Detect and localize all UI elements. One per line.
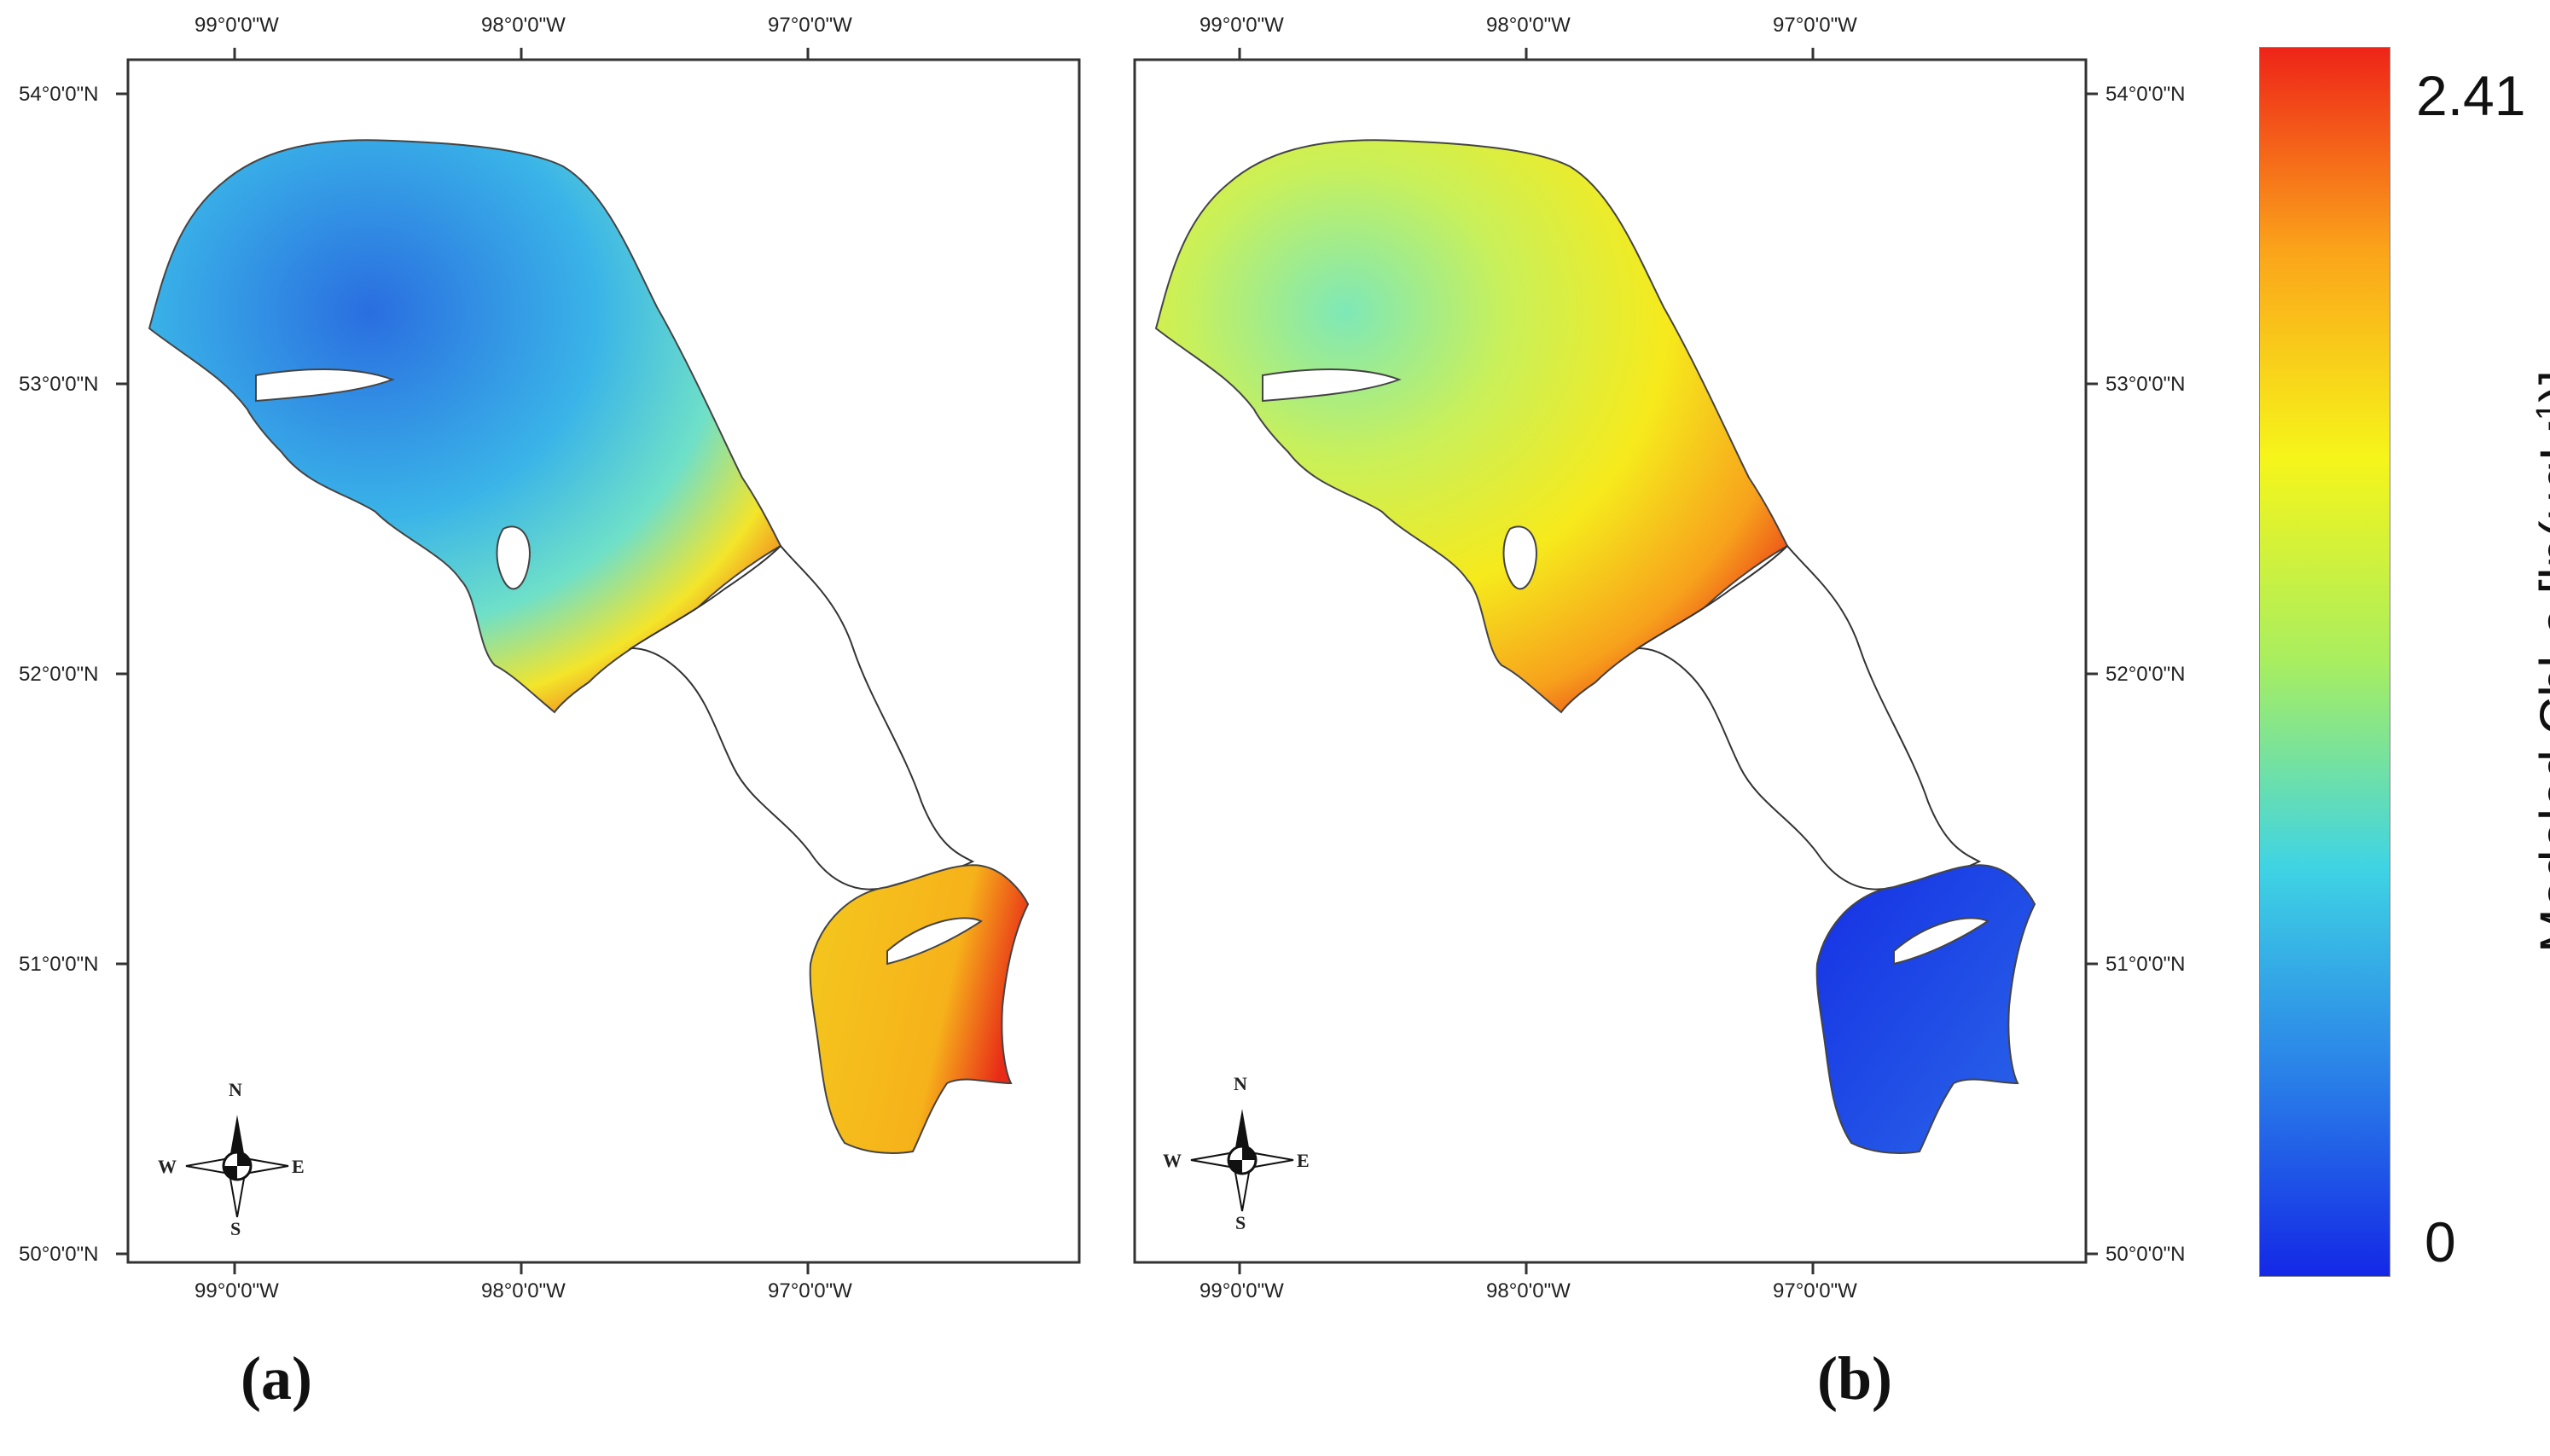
lat-label: 50°0'0"N bbox=[19, 1243, 99, 1266]
colorbar-max-label: 2.41 bbox=[2416, 64, 2526, 127]
lon-label-bottom: 97°0'0"W bbox=[1773, 1279, 1857, 1302]
colorbar-gradient bbox=[2259, 47, 2390, 1277]
lon-label-bottom: 99°0'0"W bbox=[195, 1279, 279, 1302]
lon-label-bottom: 99°0'0"W bbox=[1199, 1279, 1284, 1302]
narrows-outline-a bbox=[628, 544, 975, 890]
lon-label-top: 97°0'0"W bbox=[1773, 14, 1857, 37]
lat-label: 54°0'0"N bbox=[19, 83, 99, 106]
lon-label-top: 98°0'0"W bbox=[481, 14, 566, 37]
map-frame-a bbox=[116, 48, 1081, 1274]
lon-label-top: 98°0'0"W bbox=[1486, 14, 1571, 37]
lon-label-bottom: 97°0'0"W bbox=[768, 1279, 852, 1302]
lon-label-bottom: 98°0'0"W bbox=[1486, 1279, 1571, 1302]
lat-label: 51°0'0"N bbox=[2106, 953, 2186, 976]
compass-s: S bbox=[230, 1218, 241, 1239]
north-basin-a bbox=[148, 139, 782, 714]
lon-label-top: 97°0'0"W bbox=[768, 14, 852, 37]
lat-label: 52°0'0"N bbox=[2106, 663, 2186, 686]
south-basin-b bbox=[1815, 864, 2036, 1154]
compass-n: N bbox=[229, 1079, 242, 1100]
lat-label: 54°0'0"N bbox=[2106, 83, 2186, 106]
lat-label: 53°0'0"N bbox=[19, 373, 99, 396]
north-basin-b bbox=[1154, 139, 1789, 714]
compass-rose-a bbox=[185, 1115, 289, 1218]
lon-label-top: 99°0'0"W bbox=[195, 14, 279, 37]
compass-n: N bbox=[1234, 1073, 1247, 1094]
lat-label: 51°0'0"N bbox=[19, 953, 99, 976]
lat-label: 52°0'0"N bbox=[19, 663, 99, 686]
narrows-outline-b bbox=[1635, 544, 1982, 890]
panel-label-a: (a) bbox=[241, 1344, 312, 1412]
panel-label-b: (b) bbox=[1817, 1344, 1892, 1412]
lon-label-bottom: 98°0'0"W bbox=[481, 1279, 566, 1302]
lat-label: 53°0'0"N bbox=[2106, 373, 2186, 396]
compass-rose-b bbox=[1190, 1109, 1294, 1212]
compass-w: W bbox=[158, 1156, 177, 1177]
compass-e: E bbox=[292, 1156, 305, 1177]
compass-s: S bbox=[1235, 1212, 1246, 1233]
lon-label-top: 99°0'0"W bbox=[1199, 14, 1284, 37]
south-basin-a bbox=[809, 864, 1030, 1154]
colorbar-title: Modeled Chl-a [ln(μgL-1)] bbox=[2530, 370, 2550, 953]
compass-e: E bbox=[1297, 1150, 1310, 1171]
lat-label: 50°0'0"N bbox=[2106, 1243, 2186, 1266]
colorbar-min-label: 0 bbox=[2425, 1210, 2456, 1273]
compass-w: W bbox=[1163, 1150, 1182, 1171]
map-frame-b bbox=[1133, 48, 2098, 1274]
